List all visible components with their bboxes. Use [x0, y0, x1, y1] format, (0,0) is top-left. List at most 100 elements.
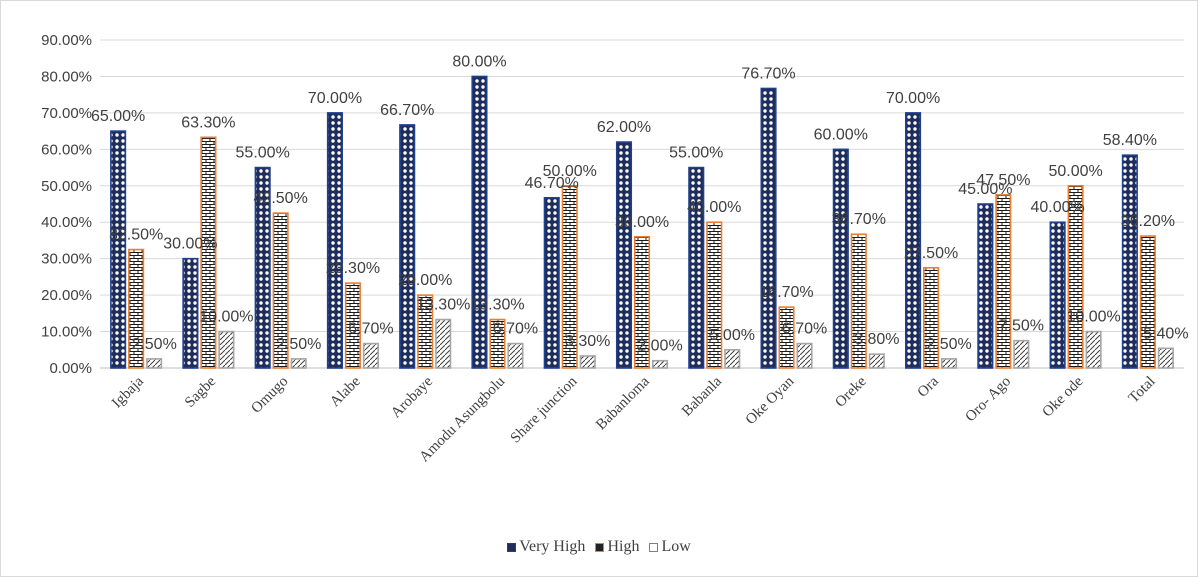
legend-label-low: Low	[661, 538, 691, 555]
bar-low-igbaja	[146, 358, 163, 369]
data-label-low-alabe: 6.70%	[348, 321, 393, 338]
x-tick-label-babanloma: Babanloma	[593, 373, 653, 433]
legend-item-low: Low	[649, 538, 691, 556]
bar-high-babanla	[706, 221, 723, 369]
legend-swatch-low	[649, 542, 659, 552]
data-label-low-oke-ode: 10.00%	[1066, 309, 1120, 326]
bar-very-high-igbaja	[110, 130, 127, 369]
y-tick-label: 30.00%	[41, 251, 92, 268]
bar-low-oreke	[868, 353, 885, 369]
data-label-very-high-oke-oyan: 76.70%	[741, 65, 795, 82]
bar-high-share-junction	[561, 184, 578, 369]
x-tick-label-babanla: Babanla	[679, 373, 725, 419]
data-label-high-oro-ago: 47.50%	[976, 172, 1030, 189]
data-label-low-babanloma: 2.00%	[637, 338, 682, 355]
bar-very-high-oke-oyan	[760, 87, 777, 369]
data-label-very-high-arobaye: 66.70%	[380, 102, 434, 119]
y-tick-label: 90.00%	[41, 32, 92, 49]
y-tick-label: 60.00%	[41, 141, 92, 158]
bar-high-ora	[923, 266, 940, 369]
bar-low-total	[1157, 347, 1174, 369]
data-label-very-high-oro-ago: 45.00%	[958, 181, 1012, 198]
bar-low-sagbe	[218, 330, 235, 369]
bar-low-oke-oyan	[796, 342, 813, 369]
data-label-high-total: 36.20%	[1121, 213, 1175, 230]
data-label-high-oke-ode: 50.00%	[1048, 163, 1102, 180]
bar-very-high-oke-ode	[1049, 221, 1066, 369]
bar-low-omugo	[290, 358, 307, 369]
y-tick-label: 0.00%	[49, 360, 92, 377]
data-label-low-amodu-asungbolu: 6.70%	[493, 321, 538, 338]
data-label-high-amodu-asungbolu: 13.30%	[470, 297, 524, 314]
bar-high-igbaja	[128, 248, 145, 369]
bar-very-high-amodu-asungbolu	[471, 75, 488, 369]
x-tick-label-total: Total	[1126, 374, 1159, 407]
legend: Very High High Low	[0, 538, 1198, 557]
data-label-low-total: 5.40%	[1143, 325, 1188, 342]
data-label-high-babanloma: 36.00%	[615, 214, 669, 231]
data-label-low-sagbe: 10.00%	[199, 309, 253, 326]
legend-item-high: High	[595, 538, 639, 556]
data-label-very-high-alabe: 70.00%	[308, 90, 362, 107]
bar-very-high-babanla	[688, 166, 705, 369]
bars	[110, 75, 1174, 369]
data-label-low-babanla: 5.00%	[710, 327, 755, 344]
x-tick-label-oreke: Oreke	[832, 373, 869, 410]
data-label-high-igbaja: 32.50%	[109, 227, 163, 244]
bar-high-oreke	[850, 233, 867, 369]
bar-chart: 0.00% 10.00% 20.00% 30.00% 40.00% 50.00% 60.00…	[41, 32, 1189, 465]
data-labels: 65.00% 32.50% 2.50% 30.00% 63.30% 10.00% 55.00…	[91, 53, 1189, 354]
bar-very-high-ora	[905, 112, 922, 369]
x-tick-label-share-junction: Share junction	[508, 373, 581, 446]
legend-swatch-high	[595, 542, 605, 552]
x-tick-label-alabe: Alabe	[327, 373, 364, 410]
x-tick-label-oke-ode: Oke ode	[1039, 373, 1086, 420]
bar-low-share-junction	[579, 355, 596, 369]
bar-very-high-alabe	[326, 112, 343, 369]
y-tick-label: 20.00%	[41, 287, 92, 304]
data-label-low-arobaye: 13.30%	[416, 297, 470, 314]
data-label-low-oke-oyan: 6.70%	[782, 321, 827, 338]
x-tick-label-omugo: Omugo	[248, 374, 291, 417]
data-label-high-ora: 27.50%	[904, 245, 958, 262]
legend-swatch-very-high	[507, 542, 517, 552]
bar-low-oro-ago	[1013, 339, 1030, 369]
data-label-very-high-amodu-asungbolu: 80.00%	[452, 53, 506, 70]
bar-very-high-babanloma	[615, 141, 633, 369]
x-tick-label-sagbe: Sagbe	[182, 373, 219, 410]
data-label-high-oke-oyan: 16.70%	[759, 284, 813, 301]
bar-very-high-oro-ago	[977, 203, 994, 369]
data-label-very-high-igbaja: 65.00%	[91, 108, 145, 125]
bar-high-oke-ode	[1067, 184, 1084, 369]
bar-very-high-oreke	[832, 148, 849, 369]
data-label-low-oreke: 3.80%	[854, 331, 899, 348]
x-tick-label-ora: Ora	[915, 373, 942, 400]
legend-label-high: High	[607, 538, 640, 555]
y-tick-label: 50.00%	[41, 178, 92, 195]
data-label-high-babanla: 40.00%	[687, 199, 741, 216]
y-axis: 0.00% 10.00% 20.00% 30.00% 40.00% 50.00% 60.00…	[41, 32, 92, 377]
bar-high-sagbe	[200, 136, 217, 369]
bar-low-babanloma	[651, 359, 669, 369]
data-label-very-high-oreke: 60.00%	[814, 126, 868, 143]
y-tick-label: 80.00%	[41, 68, 92, 85]
y-tick-label: 10.00%	[41, 324, 92, 341]
data-label-high-share-junction: 50.00%	[543, 163, 597, 180]
bar-low-oke-ode	[1085, 330, 1102, 369]
bar-high-oro-ago	[995, 194, 1012, 369]
data-label-very-high-babanloma: 62.00%	[597, 119, 651, 136]
bar-very-high-share-junction	[543, 197, 560, 369]
bar-high-total	[1139, 235, 1156, 369]
y-tick-label: 70.00%	[41, 105, 92, 122]
bar-very-high-omugo	[254, 166, 271, 369]
data-label-very-high-total: 58.40%	[1103, 132, 1157, 149]
legend-item-very-high: Very High	[507, 538, 585, 556]
data-label-low-omugo: 2.50%	[276, 336, 321, 353]
data-label-low-ora: 2.50%	[926, 336, 971, 353]
bar-very-high-sagbe	[182, 257, 199, 369]
legend-label-very-high: Very High	[519, 538, 586, 555]
data-label-high-alabe: 23.30%	[326, 260, 380, 277]
data-label-low-igbaja: 2.50%	[131, 336, 176, 353]
data-label-very-high-oke-ode: 40.00%	[1030, 199, 1084, 216]
